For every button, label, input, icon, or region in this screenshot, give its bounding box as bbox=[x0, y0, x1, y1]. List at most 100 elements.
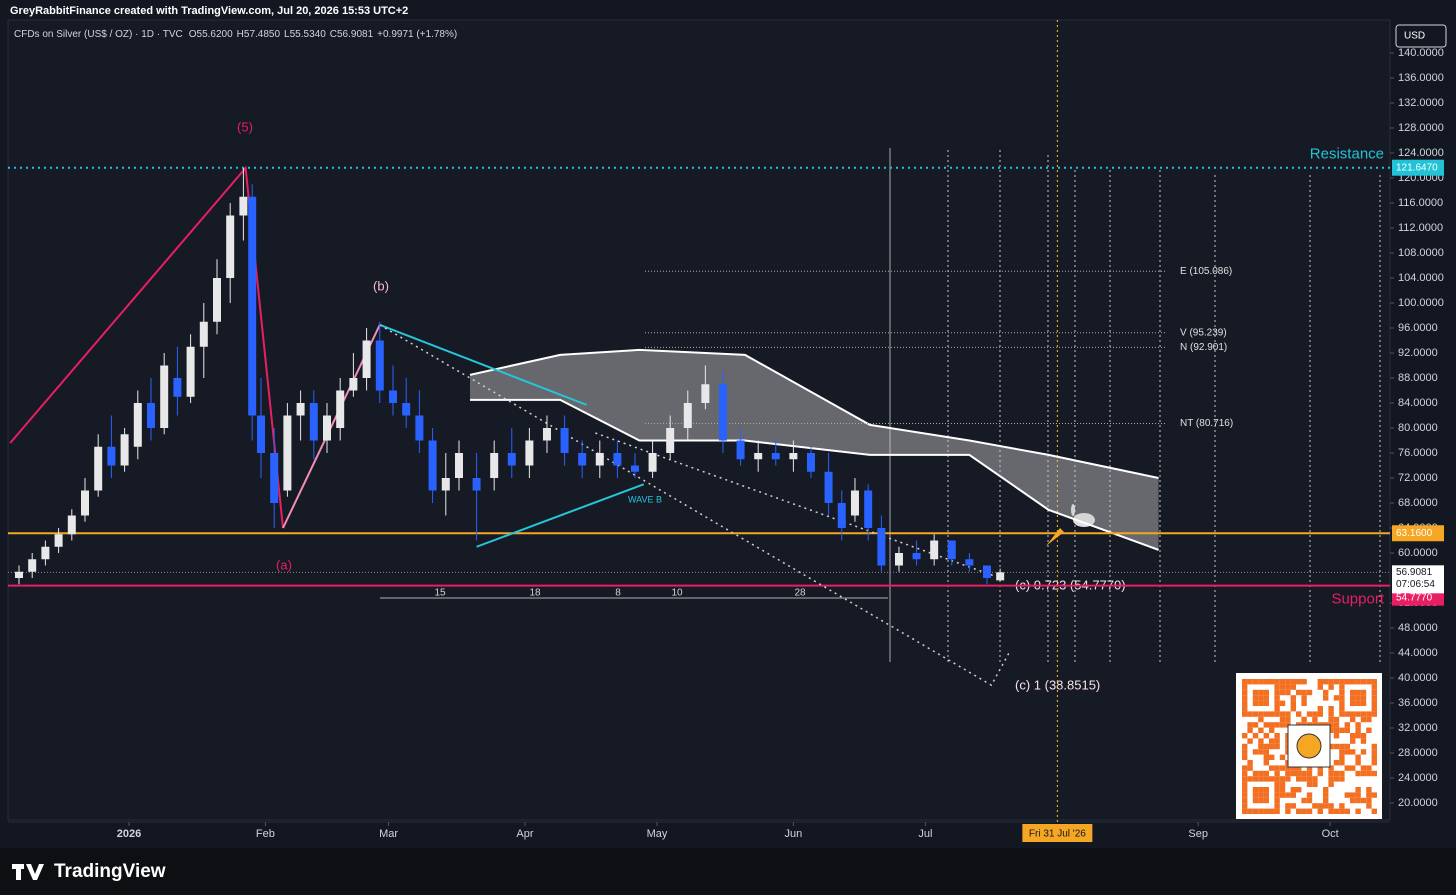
qr-module bbox=[1306, 781, 1313, 787]
qr-module bbox=[1242, 684, 1248, 690]
cloud bbox=[469, 349, 1159, 550]
y-tick-label: 60.0000 bbox=[1398, 547, 1438, 559]
ohlc-change: +0.9971 (+1.78%) bbox=[377, 29, 457, 40]
qr-module bbox=[1242, 743, 1248, 750]
y-tick-label: 88.0000 bbox=[1398, 372, 1438, 384]
qr-module bbox=[1350, 749, 1356, 755]
qr-module bbox=[1339, 808, 1345, 814]
qr-module bbox=[1350, 700, 1356, 706]
qr-module bbox=[1252, 749, 1259, 755]
qr-module bbox=[1252, 770, 1259, 777]
cycle-count: 28 bbox=[794, 588, 806, 599]
credit: GreyRabbitFinance created with TradingVi… bbox=[10, 5, 408, 17]
qr-module bbox=[1328, 706, 1334, 712]
y-tick-label: 112.0000 bbox=[1398, 222, 1443, 234]
qr-module bbox=[1247, 765, 1253, 771]
candle-body bbox=[80, 490, 89, 516]
countdown: 07:06:54 bbox=[1396, 579, 1435, 590]
qr-module bbox=[1355, 711, 1361, 717]
qr-module bbox=[1350, 679, 1356, 685]
candle-body bbox=[771, 453, 780, 460]
cloud-edge bbox=[469, 348, 1159, 479]
cycle-count: 10 bbox=[671, 588, 683, 599]
qr-module bbox=[1242, 781, 1248, 787]
qr-module bbox=[1279, 716, 1286, 723]
qr-module bbox=[1312, 781, 1318, 787]
qr-module bbox=[1328, 776, 1334, 782]
qr-module bbox=[1258, 797, 1264, 804]
qr-module bbox=[1333, 760, 1340, 766]
qr-module bbox=[1339, 684, 1345, 690]
qr-module bbox=[1328, 711, 1334, 717]
y-tick-label: 116.0000 bbox=[1398, 197, 1443, 209]
candle-body bbox=[349, 378, 358, 391]
candle-body bbox=[270, 453, 279, 503]
qr-module bbox=[1296, 679, 1302, 685]
cursor-date: Fri 31 Jul '26 bbox=[1029, 829, 1086, 840]
qr-module bbox=[1339, 743, 1345, 750]
qr-module bbox=[1252, 711, 1259, 717]
qr-module bbox=[1242, 689, 1248, 696]
qr-module bbox=[1258, 695, 1264, 701]
currency[interactable]: USD bbox=[1404, 31, 1425, 42]
qr-module bbox=[1339, 727, 1345, 733]
qr-module bbox=[1333, 695, 1340, 701]
qr-module bbox=[1285, 803, 1291, 809]
candle-body bbox=[595, 453, 604, 466]
qr-module bbox=[1350, 733, 1356, 739]
qr-module bbox=[1306, 792, 1313, 798]
candle-body bbox=[336, 390, 345, 428]
qr-module bbox=[1242, 803, 1248, 809]
qr-module bbox=[1371, 706, 1377, 712]
x-tick-label: Jun bbox=[785, 828, 803, 840]
qr-module bbox=[1258, 743, 1264, 750]
qr-module bbox=[1242, 770, 1248, 777]
brand: TradingView bbox=[54, 860, 166, 882]
y-tick-label: 32.0000 bbox=[1398, 722, 1438, 734]
qr-module bbox=[1333, 776, 1340, 782]
qr-module bbox=[1263, 760, 1269, 766]
candle-body bbox=[173, 378, 182, 397]
qr-module bbox=[1285, 716, 1291, 723]
qr-module bbox=[1366, 765, 1372, 771]
candle-body bbox=[789, 453, 798, 460]
candle-body bbox=[212, 278, 221, 322]
y-tick-label: 40.0000 bbox=[1398, 672, 1438, 684]
qr-module bbox=[1355, 792, 1361, 798]
qr-module bbox=[1247, 722, 1253, 728]
candle-body bbox=[186, 346, 195, 397]
fib-label: V (95.239) bbox=[1180, 327, 1227, 338]
qr-module bbox=[1355, 770, 1361, 777]
qr-module bbox=[1263, 754, 1269, 760]
qr-module bbox=[1247, 679, 1253, 685]
qr-module bbox=[1263, 792, 1269, 798]
y-tick-label: 44.0000 bbox=[1398, 647, 1438, 659]
price-tag bbox=[1392, 589, 1444, 606]
currency-box[interactable] bbox=[1395, 24, 1447, 48]
qr-module bbox=[1301, 797, 1307, 804]
qr-module bbox=[1242, 776, 1248, 782]
candle-body bbox=[402, 403, 411, 416]
y-tick-label: 24.0000 bbox=[1398, 772, 1438, 784]
qr-module bbox=[1339, 711, 1345, 717]
qr-module bbox=[1366, 770, 1372, 777]
qr-module bbox=[1371, 700, 1377, 706]
qr-module bbox=[1274, 695, 1280, 701]
qr-module bbox=[1290, 684, 1296, 690]
level-name: Support bbox=[1331, 591, 1384, 608]
qr-module bbox=[1269, 679, 1275, 685]
qr-module bbox=[1323, 792, 1329, 798]
price-tag-label: 63.1600 bbox=[1396, 528, 1433, 539]
wave-line bbox=[379, 323, 587, 406]
candle-body bbox=[683, 403, 692, 428]
candle-body bbox=[226, 215, 235, 278]
qr-module bbox=[1274, 781, 1280, 787]
qr-module bbox=[1371, 760, 1377, 766]
qr-module bbox=[1317, 808, 1323, 814]
qr-module bbox=[1296, 765, 1302, 771]
qr-module bbox=[1252, 679, 1259, 685]
qr-module bbox=[1317, 765, 1323, 771]
qr-module bbox=[1339, 679, 1345, 685]
qr-module bbox=[1339, 754, 1345, 760]
y-tick-label: 80.0000 bbox=[1398, 422, 1438, 434]
